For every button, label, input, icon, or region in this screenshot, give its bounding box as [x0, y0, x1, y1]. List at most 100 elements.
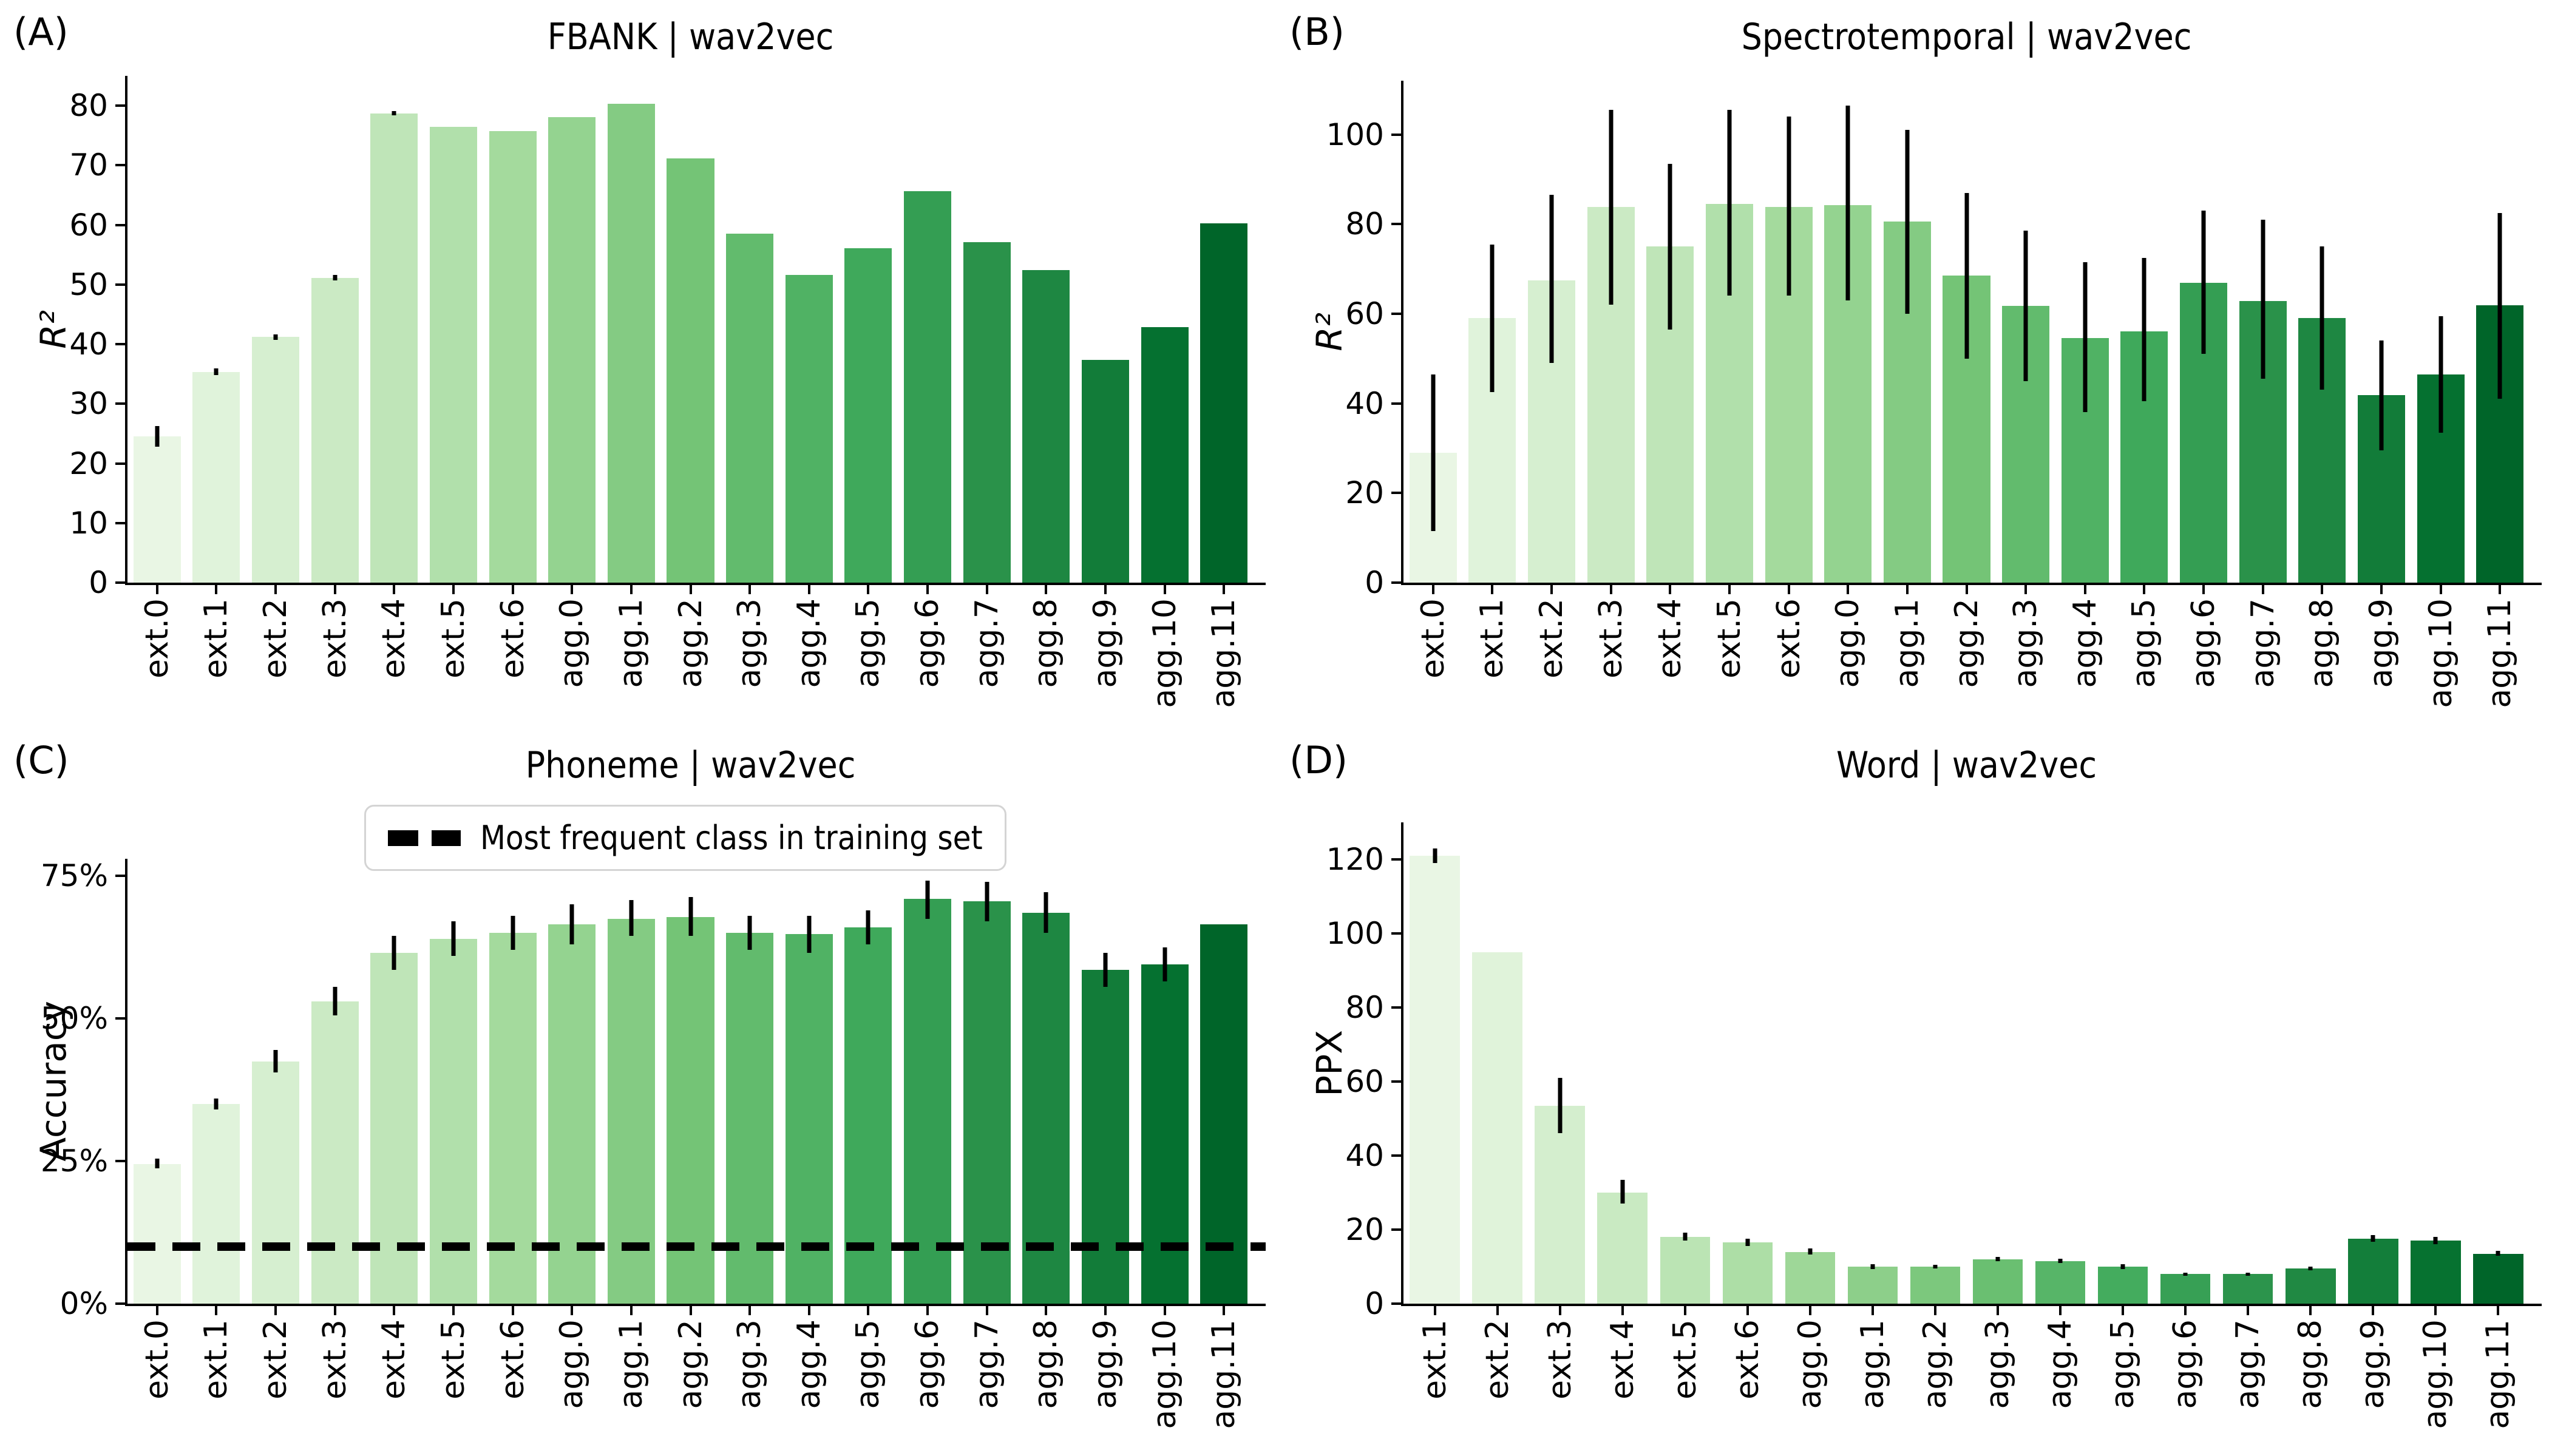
y-tick-label: 40	[1345, 1138, 1384, 1173]
x-tick-label: agg.0	[1791, 1319, 1828, 1409]
x-tick-mark	[1669, 585, 1672, 594]
y-tick-mark	[1391, 1080, 1401, 1083]
x-tick-label: ext.6	[494, 598, 531, 679]
x-tick-mark	[1163, 585, 1166, 594]
bar-ext.1	[1410, 855, 1460, 1304]
y-tick-mark	[115, 1017, 125, 1020]
y-tick-mark	[1391, 581, 1401, 584]
bar-agg.0	[548, 924, 596, 1304]
x-tick-mark	[333, 1306, 336, 1315]
bar-agg.9	[2348, 1239, 2398, 1304]
x-tick-label: agg.3	[731, 1319, 769, 1409]
errorbar-ext.6	[1787, 117, 1791, 296]
y-tick-mark	[1391, 223, 1401, 226]
y-tick-label: 40	[1345, 385, 1384, 421]
x-tick-mark	[867, 585, 870, 594]
bar-agg.5	[2097, 1267, 2148, 1304]
y-tick-label: 25%	[40, 1143, 108, 1179]
bar-agg.5	[844, 927, 892, 1304]
x-tick-mark	[2184, 1306, 2187, 1315]
bar-agg.0	[548, 117, 596, 583]
x-tick-label: agg.10	[2422, 598, 2459, 708]
y-tick-mark	[115, 462, 125, 465]
x-tick-mark	[2380, 585, 2383, 594]
x-tick-mark	[274, 585, 277, 594]
x-tick-mark	[215, 1306, 218, 1315]
x-tick-label: ext.5	[1711, 598, 1748, 679]
y-tick-label: 80	[1345, 990, 1384, 1025]
bar-ext.2	[252, 337, 300, 583]
x-tick-label: agg.8	[2292, 1319, 2329, 1409]
x-tick-label: agg.6	[2167, 1319, 2204, 1409]
x-tick-label: ext.5	[1666, 1319, 1703, 1400]
x-tick-mark	[1683, 1306, 1686, 1315]
bar-ext.3	[1535, 1105, 1585, 1304]
bar-agg.4	[785, 275, 833, 583]
x-tick-mark	[689, 1306, 692, 1315]
bar-agg.7	[963, 242, 1011, 583]
bar-agg.4	[785, 934, 833, 1304]
x-tick-mark	[1491, 585, 1494, 594]
x-tick-mark	[689, 585, 692, 594]
y-tick-mark	[1391, 1154, 1401, 1157]
y-tick-label: 50%	[40, 1001, 108, 1037]
y-tick-mark	[1391, 858, 1401, 861]
x-axis-line	[1401, 1304, 2542, 1306]
errorbar-agg.7	[985, 881, 989, 922]
bar-agg.6	[903, 191, 952, 583]
x-tick-mark	[1965, 585, 1968, 594]
bar-agg.9	[1081, 970, 1129, 1304]
x-tick-mark	[630, 585, 633, 594]
bar-ext.0	[133, 436, 181, 583]
errorbar-ext.2	[273, 334, 278, 340]
x-tick-mark	[2321, 585, 2324, 594]
x-tick-label: agg.0	[554, 1319, 591, 1409]
y-tick-mark	[1391, 1228, 1401, 1231]
x-axis-line	[125, 1304, 1266, 1306]
x-tick-mark	[2247, 1306, 2250, 1315]
errorbar-agg.3	[747, 915, 752, 950]
y-tick-mark	[1391, 932, 1401, 935]
bar-agg.11	[2473, 1253, 2523, 1304]
panel-label-b: (B)	[1289, 10, 1345, 54]
errorbar-ext.6	[511, 915, 515, 950]
bar-agg.1	[1847, 1267, 1898, 1304]
x-tick-label: ext.4	[376, 1319, 413, 1400]
y-axis-line	[125, 859, 127, 1306]
y-tick-label: 30	[69, 386, 108, 422]
x-tick-mark	[1163, 1306, 1166, 1315]
bar-agg.2	[667, 916, 714, 1304]
x-tick-label: ext.3	[1541, 1319, 1578, 1400]
y-tick-label: 60	[1345, 1064, 1384, 1099]
x-tick-mark	[1609, 585, 1612, 594]
x-tick-mark	[1550, 585, 1553, 594]
errorbar-agg.3	[2023, 231, 2028, 381]
x-tick-mark	[2024, 585, 2028, 594]
bar-agg.1	[607, 104, 655, 583]
dashed-line-icon	[388, 830, 461, 846]
y-tick-label: 80	[1345, 206, 1384, 242]
x-tick-mark	[926, 1306, 929, 1315]
x-tick-mark	[1808, 1306, 1811, 1315]
x-tick-mark	[807, 585, 810, 594]
errorbar-ext.3	[333, 275, 338, 280]
y-tick-mark	[115, 223, 125, 226]
bar-agg.2	[667, 158, 714, 583]
x-tick-mark	[2309, 1306, 2312, 1315]
x-tick-mark	[1045, 585, 1048, 594]
x-tick-mark	[2083, 585, 2086, 594]
x-tick-mark	[1045, 1306, 1048, 1315]
bar-ext.2	[252, 1061, 300, 1304]
x-tick-label: agg.2	[1948, 598, 1985, 688]
errorbar-ext.5	[1727, 109, 1732, 296]
errorbar-ext.6	[1745, 1239, 1750, 1247]
bar-ext.1	[192, 372, 240, 583]
y-tick-label: 20	[1345, 475, 1384, 511]
errorbar-agg.9	[1103, 953, 1108, 987]
y-tick-label: 0%	[59, 1286, 108, 1321]
x-tick-mark	[867, 1306, 870, 1315]
y-tick-label: 0	[89, 565, 108, 600]
errorbar-ext.3	[1609, 109, 1614, 305]
x-tick-label: ext.1	[1474, 598, 1511, 679]
errorbar-agg.6	[925, 880, 930, 919]
